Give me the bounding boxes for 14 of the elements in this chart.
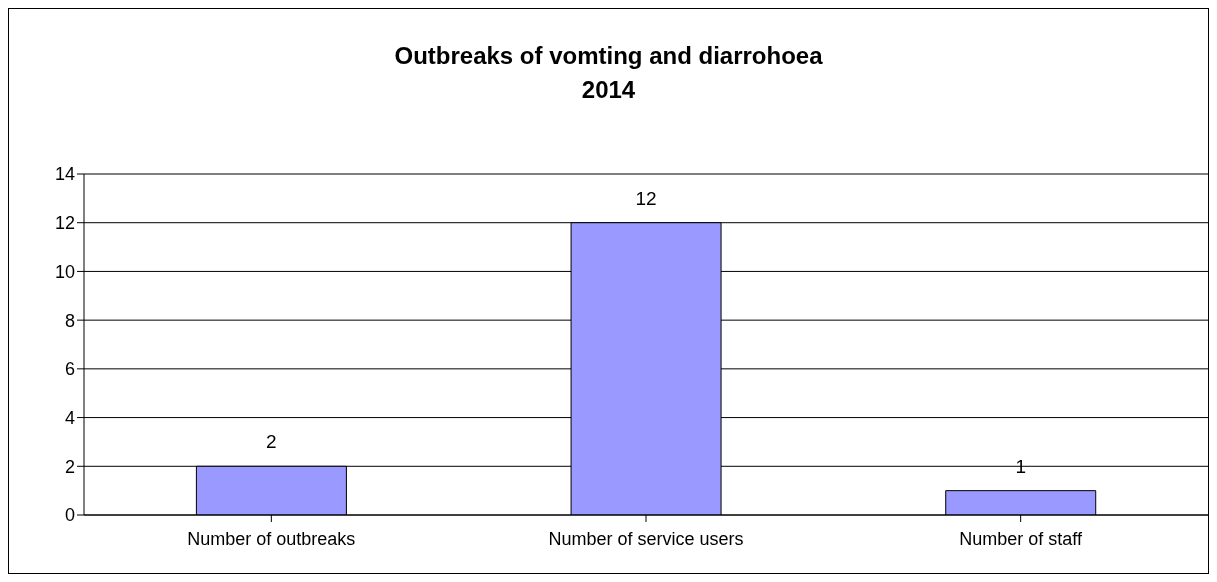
data-label: 2 bbox=[266, 431, 277, 453]
data-label: 12 bbox=[635, 187, 657, 209]
y-tick-label: 14 bbox=[54, 164, 75, 185]
x-tick-label: Number of staff bbox=[959, 528, 1084, 549]
y-tick-label: 0 bbox=[64, 505, 75, 526]
y-tick-label: 10 bbox=[54, 261, 75, 282]
x-tick-label: Number of service users bbox=[548, 528, 744, 549]
y-tick-label: 2 bbox=[64, 456, 75, 477]
x-tick-label: Number of outbreaks bbox=[187, 528, 356, 549]
y-tick-label: 6 bbox=[64, 359, 75, 380]
chart-title: Outbreaks of vomting and diarrohoea 2014 bbox=[393, 41, 824, 105]
y-tick-label: 8 bbox=[64, 310, 75, 331]
y-tick-label: 12 bbox=[54, 213, 75, 234]
y-tick-label: 4 bbox=[64, 407, 75, 428]
